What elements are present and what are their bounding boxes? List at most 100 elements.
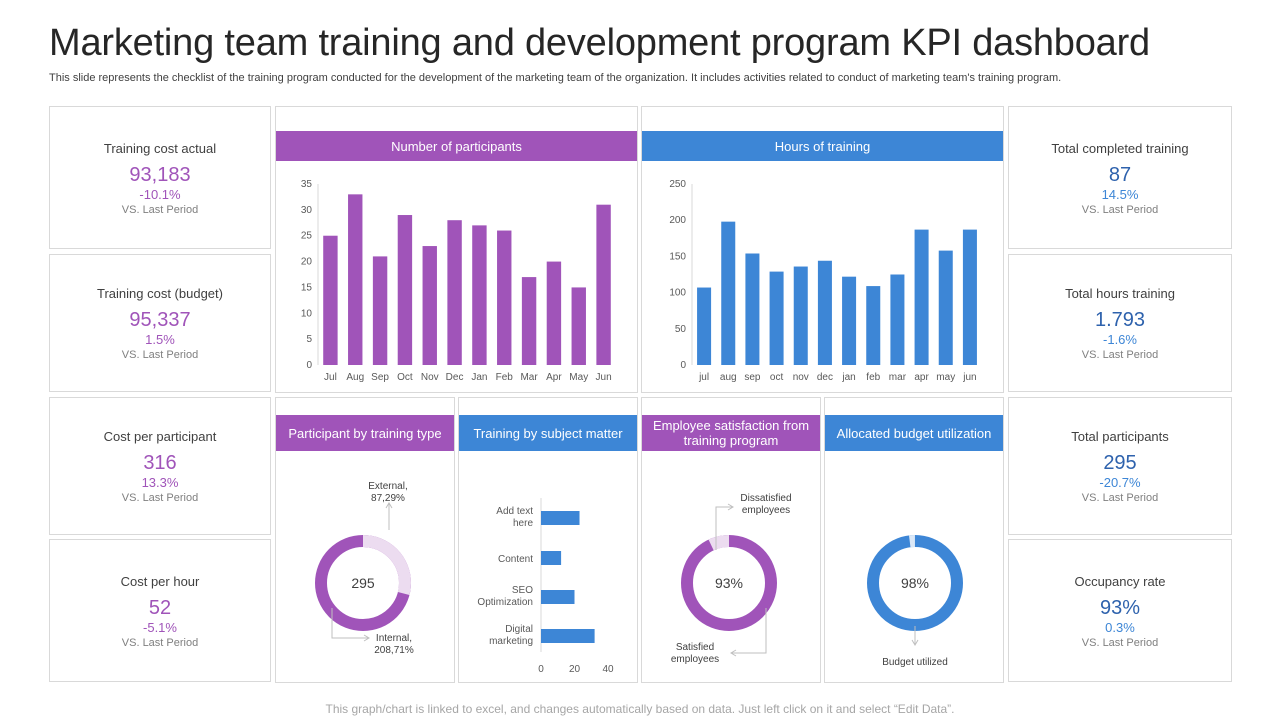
x-tick-label: oct: [770, 372, 784, 383]
x-tick-label: mar: [889, 372, 907, 383]
donut-slice: [867, 535, 963, 631]
kpi-change: -10.1%: [139, 186, 181, 202]
bar: [372, 256, 388, 365]
kpi-label: Total participants: [1071, 429, 1169, 444]
hours-panel: Hours of training 0 50 100 150 200 250 jul aug s…: [641, 106, 1004, 393]
x-tick-label: Sep: [371, 372, 389, 383]
panel-title: Training by subject matter: [459, 415, 637, 451]
panel-title: Number of participants: [276, 131, 637, 161]
x-tick-label: Feb: [496, 372, 514, 383]
donut-center-label: 295: [351, 575, 375, 591]
y-tick-label: 200: [669, 215, 686, 226]
y-tick-label: 0: [306, 360, 312, 371]
kpi-label: Cost per hour: [120, 573, 200, 589]
donut-slice: [315, 535, 411, 631]
bar: [397, 215, 413, 365]
y-tick-label: 100: [669, 288, 686, 299]
subject-bar-chart: Add text here Content SEO Optimization Digita…: [477, 498, 614, 675]
x-tick-label: May: [569, 372, 588, 383]
participants-bar-chart: 0 5 10 15 20 25 30 35 Jul Aug Sep Oct Nov Dec Jan Feb Ma…: [301, 179, 612, 383]
x-tick-label: nov: [793, 372, 809, 383]
x-tick-label: Jun: [596, 372, 612, 383]
kpi-value: 95,337: [129, 309, 191, 331]
kpi-value: 316: [143, 452, 177, 474]
kpi-change: 1.5%: [145, 332, 175, 347]
kpi-change: 0.3%: [1105, 619, 1135, 635]
bar: [890, 274, 905, 365]
category-label: Digital marketing: [489, 624, 533, 647]
kpi-note: VS. Last Period: [121, 349, 199, 361]
y-tick-label: 30: [301, 205, 313, 216]
kpi-note: VS. Last Period: [1081, 203, 1159, 216]
participants-panel: Number of participants 0 5 10 15 20 25 30 35 Jul…: [275, 106, 638, 393]
bar: [541, 551, 562, 565]
kpi-value: 93,183: [129, 163, 191, 186]
page-subtitle: This slide represents the checklist of t…: [49, 72, 1062, 84]
panel-title: Employee satisfaction from training prog…: [642, 415, 820, 451]
bar: [842, 276, 857, 365]
budget-panel: Allocated budget utilization 98% Budget u…: [824, 397, 1004, 683]
bar: [541, 590, 575, 604]
kpi-change: -20.7%: [1099, 475, 1141, 490]
kpi-card: Total hours training 1.793 -1.6% VS. Las…: [1008, 254, 1232, 392]
x-tick-label: jun: [962, 372, 976, 383]
leader-arrow: [331, 608, 370, 642]
kpi-label: Cost per participant: [103, 429, 217, 444]
panel-title: Participant by training type: [276, 415, 454, 451]
y-tick-label: 5: [306, 334, 312, 345]
bar: [447, 220, 462, 365]
external-label: External, 87,29%: [368, 481, 407, 504]
budget-utilized-label: Budget utilized: [882, 657, 948, 668]
training-type-panel: Participant by training type 295 External…: [275, 397, 455, 683]
x-tick-label: Jul: [324, 372, 337, 383]
leader-arrow: [385, 502, 393, 530]
kpi-value: 93%: [1099, 596, 1141, 619]
satisfied-label: Satisfied employees: [671, 642, 719, 665]
bar: [348, 194, 363, 365]
bar: [541, 511, 580, 525]
leader-arrow: [715, 503, 734, 550]
y-tick-label: 50: [675, 324, 687, 335]
y-tick-label: 15: [301, 282, 313, 293]
bar: [817, 260, 832, 365]
leader-arrow: [730, 608, 767, 657]
satisfaction-panel: Employee satisfaction from training prog…: [641, 397, 821, 683]
x-tick-label: feb: [866, 372, 880, 383]
x-tick-label: aug: [720, 372, 737, 383]
category-label: SEO Optimization: [477, 585, 533, 608]
bar: [914, 229, 929, 365]
kpi-label: Occupancy rate: [1074, 573, 1166, 589]
bar: [497, 230, 512, 365]
bar: [521, 277, 537, 365]
panel-title: Allocated budget utilization: [825, 415, 1003, 451]
bar: [866, 286, 881, 365]
kpi-label: Total completed training: [1051, 140, 1189, 156]
x-tick-label: Mar: [520, 372, 538, 383]
kpi-change: 13.3%: [141, 475, 179, 490]
budget-donut: 98% Budget utilized: [867, 535, 963, 668]
bar: [422, 246, 437, 365]
kpi-value: 87: [1108, 163, 1132, 186]
bar: [769, 271, 784, 365]
kpi-card: Cost per participant 316 13.3% VS. Last …: [49, 397, 271, 535]
bar: [962, 229, 977, 365]
bar: [546, 261, 562, 365]
kpi-note: VS. Last Period: [121, 636, 199, 649]
donut-slice: [681, 535, 777, 631]
x-tick-label: Dec: [446, 372, 464, 383]
leader-arrow: [911, 626, 919, 646]
y-tick-label: 0: [680, 360, 686, 371]
kpi-card: Cost per hour 52 -5.1% VS. Last Period: [49, 539, 271, 682]
x-tick-label: 40: [602, 664, 614, 675]
bar: [541, 629, 595, 643]
page-title: Marketing team training and development …: [49, 22, 1150, 64]
kpi-note: VS. Last Period: [1081, 492, 1159, 504]
donut-slice: [867, 535, 963, 631]
kpi-note: VS. Last Period: [1081, 349, 1159, 361]
kpi-change: -1.6%: [1103, 332, 1137, 347]
y-tick-label: 20: [301, 257, 313, 268]
internal-label: Internal, 208,71%: [374, 633, 414, 656]
y-tick-label: 35: [301, 179, 313, 190]
x-tick-label: Oct: [397, 372, 413, 383]
